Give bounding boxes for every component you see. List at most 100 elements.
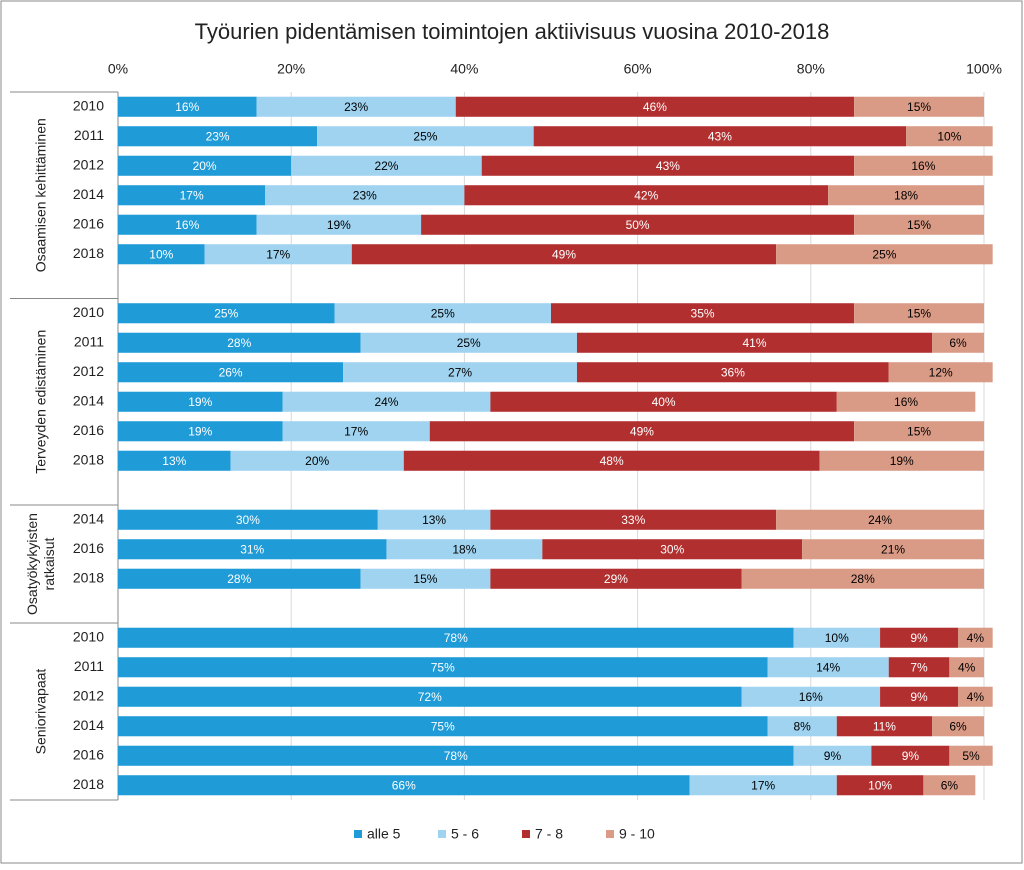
bar-segment — [854, 214, 984, 235]
data-label: 14% — [816, 660, 840, 674]
x-tick-label: 20% — [277, 61, 305, 77]
data-label: 33% — [621, 513, 645, 527]
data-label: 26% — [219, 365, 243, 379]
data-label: 20% — [193, 159, 217, 173]
data-label: 15% — [907, 306, 931, 320]
data-label: 17% — [266, 247, 290, 261]
data-label: 23% — [344, 100, 368, 114]
data-label: 19% — [188, 395, 212, 409]
bar-segment — [828, 185, 984, 206]
data-label: 16% — [175, 100, 199, 114]
data-label: 25% — [431, 306, 455, 320]
legend-label: 5 - 6 — [451, 826, 479, 842]
x-tick-label: 0% — [108, 61, 128, 77]
bar-segment — [542, 539, 803, 560]
data-label: 36% — [721, 365, 745, 379]
bar-segment — [689, 775, 837, 796]
data-label: 9% — [902, 749, 920, 763]
data-label: 72% — [418, 690, 442, 704]
bar-segment — [767, 716, 837, 737]
bar-segment — [421, 214, 855, 235]
bar-segment — [836, 716, 933, 737]
bar-segment — [888, 657, 950, 678]
group-label: Osaamisen kehittäminen — [33, 118, 49, 272]
data-label: 43% — [708, 129, 732, 143]
y-tick-label: 2010 — [73, 304, 104, 320]
y-tick-label: 2014 — [73, 392, 104, 408]
bar-segment — [576, 362, 889, 383]
y-tick-label: 2012 — [73, 687, 104, 703]
legend-swatch — [606, 830, 614, 838]
bar-segment — [118, 775, 690, 796]
data-label: 4% — [967, 690, 985, 704]
y-tick-label: 2014 — [73, 717, 104, 733]
data-label: 10% — [825, 631, 849, 645]
bar-segment — [265, 185, 465, 206]
bar-segment — [118, 332, 361, 353]
y-tick-label: 2011 — [74, 333, 104, 349]
y-tick-label: 2014 — [73, 186, 104, 202]
bar-segment — [533, 126, 907, 147]
bar-segment — [802, 539, 984, 560]
data-label: 15% — [907, 100, 931, 114]
bar-segment — [118, 391, 283, 412]
bar-segment — [836, 391, 976, 412]
bar-segment — [819, 450, 984, 471]
data-label: 66% — [392, 778, 416, 792]
bar-segment — [490, 391, 837, 412]
legend-label: 7 - 8 — [535, 826, 563, 842]
bar-segment — [793, 745, 872, 766]
data-label: 16% — [911, 159, 935, 173]
data-label: 16% — [894, 395, 918, 409]
bar-segment — [490, 568, 742, 589]
data-label: 10% — [937, 129, 961, 143]
data-label: 50% — [626, 218, 650, 232]
bar-segment — [958, 686, 993, 707]
bar-segment — [767, 657, 889, 678]
bar-segment — [880, 627, 959, 648]
bar-segment — [118, 303, 335, 324]
data-label: 43% — [656, 159, 680, 173]
data-label: 19% — [188, 424, 212, 438]
data-label: 5% — [962, 749, 980, 763]
x-tick-label: 60% — [624, 61, 652, 77]
bar-segment — [118, 509, 378, 530]
bar-segment — [118, 126, 318, 147]
y-tick-label: 2016 — [73, 215, 104, 231]
data-label: 6% — [949, 336, 967, 350]
y-tick-label: 2012 — [73, 156, 104, 172]
data-label: 78% — [444, 749, 468, 763]
bar-segment — [118, 155, 292, 176]
data-label: 4% — [958, 660, 976, 674]
data-label: 30% — [660, 542, 684, 556]
data-label: 10% — [868, 778, 892, 792]
bar-segment — [118, 421, 283, 442]
bar-segment — [118, 627, 794, 648]
bar-segment — [949, 745, 993, 766]
legend-swatch — [522, 830, 530, 838]
chart-title: Työurien pidentämisen toimintojen aktiiv… — [195, 19, 830, 44]
data-label: 24% — [374, 395, 398, 409]
bar-segment — [256, 96, 456, 117]
bar-segment — [429, 421, 855, 442]
data-label: 15% — [907, 218, 931, 232]
bar-segment — [118, 568, 361, 589]
data-label: 75% — [431, 719, 455, 733]
data-label: 23% — [353, 188, 377, 202]
y-tick-label: 2012 — [73, 363, 104, 379]
bar-segment — [118, 657, 768, 678]
y-tick-label: 2018 — [73, 569, 104, 585]
data-label: 4% — [967, 631, 985, 645]
bar-segment — [118, 185, 266, 206]
bar-segment — [923, 775, 976, 796]
data-label: 22% — [374, 159, 398, 173]
bar-segment — [118, 686, 742, 707]
bar-segment — [118, 539, 387, 560]
data-label: 18% — [452, 542, 476, 556]
bar-segment — [932, 716, 984, 737]
legend-swatch — [354, 830, 362, 838]
bar-segment — [741, 686, 881, 707]
data-label: 9% — [824, 749, 842, 763]
bar-segment — [906, 126, 993, 147]
bar-segment — [118, 450, 231, 471]
